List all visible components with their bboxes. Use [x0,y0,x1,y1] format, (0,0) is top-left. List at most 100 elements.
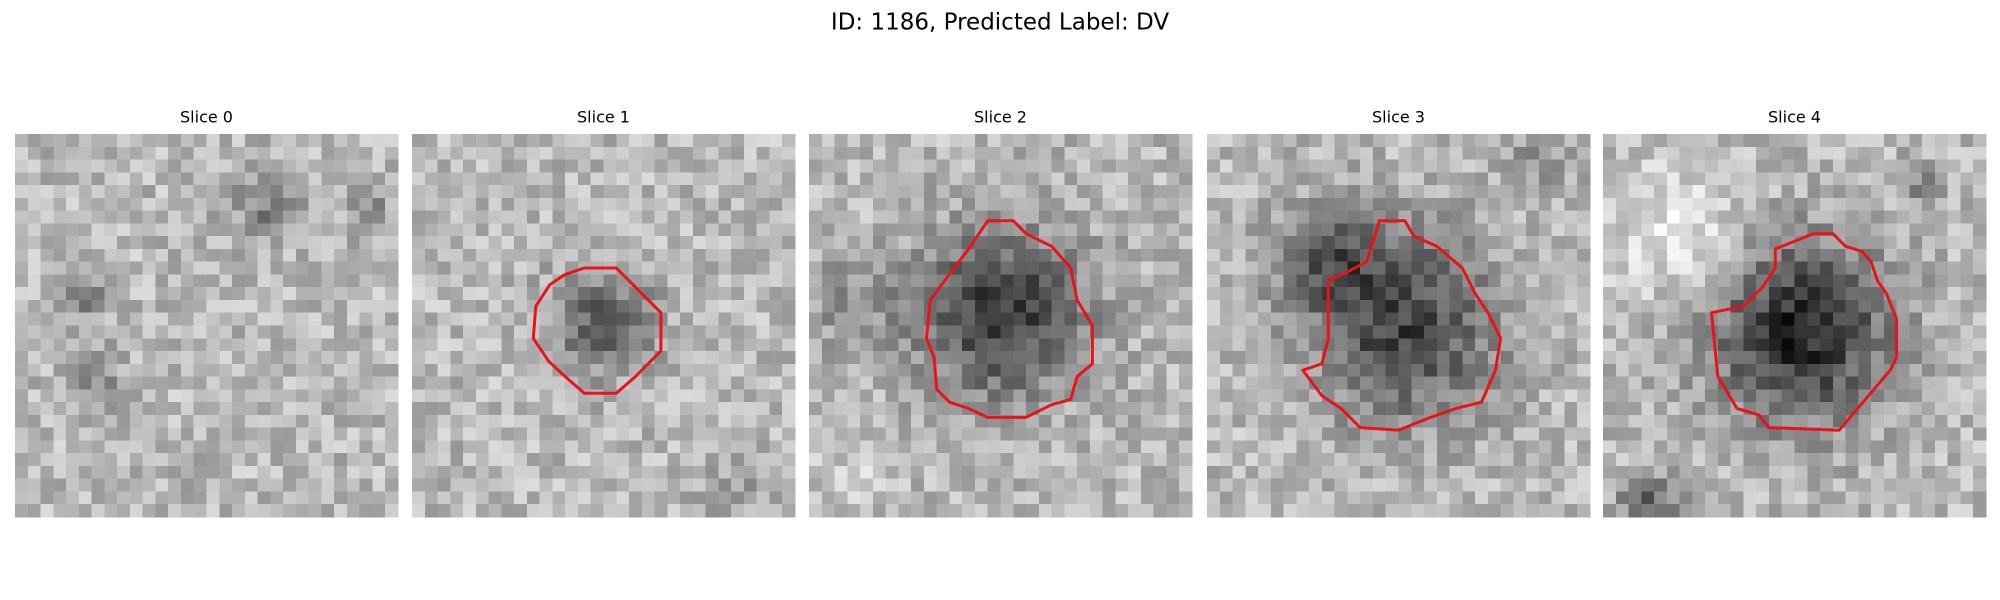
pixel [1947,146,1962,161]
pixel [295,351,310,365]
pixel [1883,504,1898,518]
pixel [1756,389,1770,403]
pixel [1871,248,1885,263]
pixel [450,478,464,493]
pixel [501,351,515,365]
pixel [1270,248,1285,263]
pixel [911,236,925,250]
pixel [168,338,182,352]
pixel [334,440,348,454]
pixel [705,389,719,403]
pixel [1436,134,1451,148]
pixel [731,478,745,493]
pixel [552,287,566,301]
pixel [142,287,157,301]
pixel [1513,172,1527,186]
pixel [1705,185,1719,199]
pixel [1064,236,1078,250]
pixel [1871,465,1885,480]
pixel [295,504,310,518]
pixel [1641,274,1655,288]
pixel [539,146,554,161]
pixel [1411,402,1425,416]
pixel [1258,376,1272,390]
pixel [15,427,29,441]
pixel [206,159,220,173]
pixel [1654,299,1668,314]
pixel [911,440,925,454]
pixel [1077,248,1091,263]
pixel [1411,223,1425,237]
pixel [1372,159,1387,173]
pixel [1000,478,1014,493]
pixel [450,465,464,480]
pixel [1179,478,1193,493]
pixel [974,197,989,212]
pixel [40,453,54,467]
pixel [1398,197,1412,212]
pixel [1666,299,1681,314]
pixel [692,363,707,378]
pixel [1679,402,1693,416]
pixel [1038,134,1053,148]
pixel [1258,134,1272,148]
pixel [257,427,271,441]
pixel [1973,478,1987,493]
pixel [206,338,220,352]
pixel [372,299,386,314]
pixel [590,236,605,250]
pixel [1372,261,1387,276]
pixel [155,287,169,301]
pixel [1462,478,1476,493]
pixel [27,338,42,352]
pixel [756,376,771,390]
pixel [385,325,399,339]
pixel [962,312,976,327]
pixel [180,312,195,327]
pixel [1385,363,1400,378]
pixel [1334,478,1349,493]
pixel [1309,402,1323,416]
pixel [654,465,668,480]
pixel [15,414,29,429]
pixel [244,491,259,505]
pixel [1475,223,1489,237]
pixel [1102,351,1116,365]
pixel [180,351,195,365]
pixel [1794,453,1808,467]
pixel [1807,427,1821,441]
pixel [1692,248,1706,263]
pixel [1140,427,1155,441]
pixel [1513,159,1527,173]
pixel [526,248,541,263]
pixel [1475,465,1489,480]
pixel [911,465,925,480]
pixel [1820,491,1834,505]
pixel [616,236,630,250]
pixel [834,210,848,224]
pixel [565,146,579,161]
pixel [463,427,477,441]
pixel [1871,440,1885,454]
pixel [1551,274,1566,288]
pixel [78,465,93,480]
pixel [872,351,887,365]
pixel [1436,427,1451,441]
pixel [1051,389,1065,403]
pixel [834,274,848,288]
pixel [1153,134,1168,148]
pixel [847,146,861,161]
pixel [244,338,259,352]
pixel [898,440,912,454]
pixel [1896,351,1910,365]
pixel [346,134,361,148]
pixel [1232,274,1246,288]
pixel [40,299,54,314]
pixel [40,159,54,173]
pixel [1730,312,1745,327]
pixel [731,146,745,161]
pixel [809,427,823,441]
pixel [1296,389,1310,403]
pixel [1038,261,1053,276]
pixel [437,453,451,467]
